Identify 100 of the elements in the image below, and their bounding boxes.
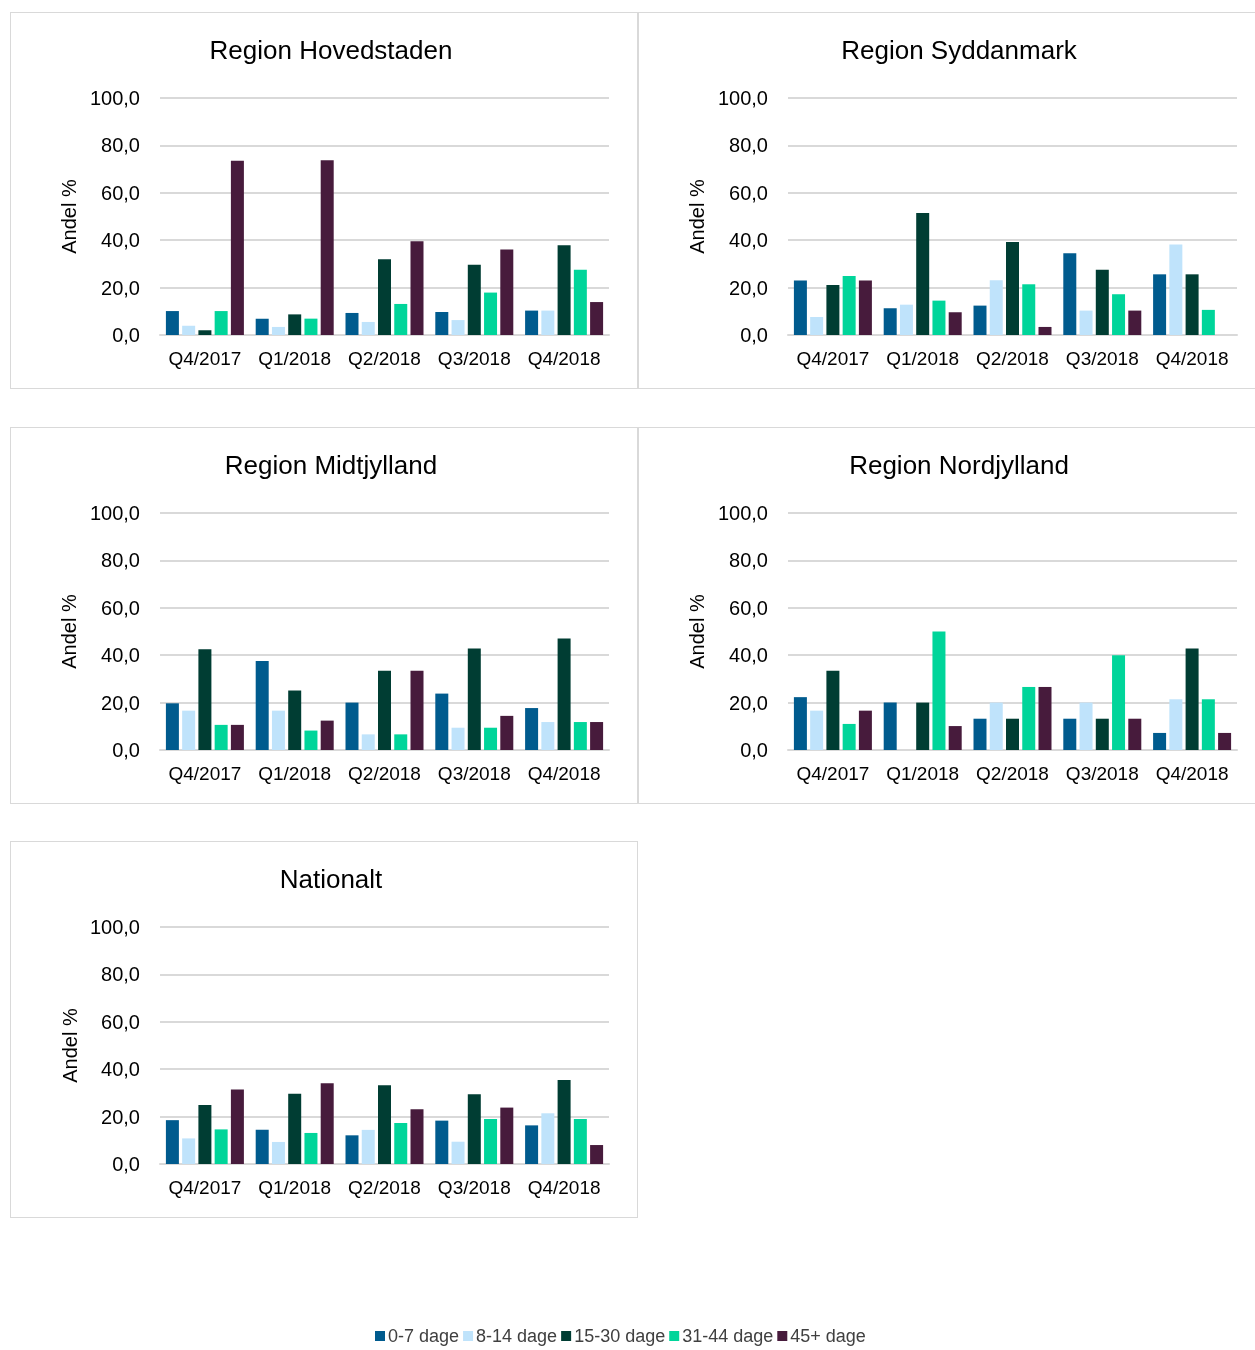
bar [304, 730, 318, 750]
bar [271, 326, 285, 335]
bar [1095, 269, 1109, 335]
x-tick-label: Q4/2018 [1155, 348, 1229, 369]
bar [451, 1141, 465, 1164]
bar [271, 710, 285, 750]
bar [590, 302, 604, 335]
y-tick-label: 40,0 [729, 229, 768, 252]
bar [858, 280, 872, 335]
bar [500, 715, 514, 750]
bar [810, 710, 824, 750]
x-tick-label: Q3/2018 [437, 763, 511, 784]
bar [484, 727, 498, 750]
bar [916, 212, 930, 335]
bar [165, 703, 179, 750]
y-tick-label: 40,0 [729, 644, 768, 667]
bar [1112, 655, 1126, 750]
y-axis-title: Andel % [59, 1008, 81, 1083]
bar [345, 1135, 359, 1164]
bar [410, 241, 424, 335]
y-tick-label: 80,0 [729, 549, 768, 572]
bar [573, 722, 587, 750]
x-tick-label: Q2/2018 [976, 763, 1049, 784]
bar [557, 245, 571, 335]
bar [435, 693, 449, 750]
bar [304, 318, 318, 335]
y-tick-label: 80,0 [101, 549, 140, 572]
bar [1153, 732, 1167, 750]
y-axis-title: Andel % [58, 179, 81, 254]
bar [842, 723, 856, 750]
bar [467, 648, 481, 750]
bar [1201, 699, 1215, 750]
bar [1038, 326, 1052, 335]
bar [793, 697, 807, 750]
bar [255, 318, 269, 335]
bar [345, 702, 359, 750]
y-tick-label: 60,0 [729, 596, 768, 619]
bar [394, 734, 408, 750]
x-tick-label: Q4/2017 [168, 348, 242, 369]
x-tick-label: Q4/2018 [527, 1177, 601, 1198]
bar [394, 303, 408, 335]
bar [1063, 718, 1077, 750]
bar [989, 280, 1003, 335]
bar [883, 702, 897, 750]
x-tick-label: Q2/2018 [348, 763, 421, 784]
x-tick-label: Q4/2017 [168, 763, 242, 784]
x-tick-label: Q1/2018 [258, 763, 332, 784]
bar [525, 708, 539, 750]
y-axis-title: Andel % [686, 179, 709, 254]
bar [320, 720, 334, 750]
bar [793, 280, 807, 335]
y-tick-label: 60,0 [729, 181, 768, 204]
bar [1079, 310, 1093, 335]
bar [590, 1145, 604, 1164]
bar [525, 310, 539, 335]
x-tick-label: Q1/2018 [258, 1177, 332, 1198]
bar [541, 1113, 555, 1164]
bar [1006, 718, 1019, 750]
legend-label: 15-30 dage [574, 1326, 666, 1346]
bar [932, 631, 946, 750]
y-axis-title: Andel % [58, 594, 81, 669]
x-tick-label: Q4/2018 [1155, 763, 1229, 784]
bar [378, 1085, 391, 1164]
chart-title: Region Nordjylland [849, 450, 1069, 480]
bar [573, 269, 587, 335]
bar [541, 722, 555, 750]
bar [916, 702, 930, 750]
bar [467, 1094, 481, 1164]
bar [410, 1109, 424, 1164]
bar [320, 1083, 334, 1164]
x-tick-label: Q3/2018 [1065, 348, 1139, 369]
y-tick-label: 20,0 [729, 691, 768, 714]
bar [948, 312, 962, 335]
x-tick-label: Q4/2018 [527, 763, 601, 784]
bar [255, 1129, 269, 1164]
bar [361, 321, 375, 335]
y-tick-label: 0,0 [740, 739, 768, 761]
y-tick-label: 0,0 [740, 324, 768, 346]
bar [410, 670, 424, 750]
bar [230, 1089, 244, 1164]
bar [304, 1132, 318, 1164]
bar [989, 702, 1003, 750]
bar [1079, 702, 1093, 750]
bar [1006, 242, 1019, 335]
bar [255, 660, 269, 750]
y-tick-label: 40,0 [101, 644, 140, 667]
y-axis-title: Andel % [686, 594, 709, 669]
bar [1128, 310, 1142, 335]
bar [198, 649, 212, 750]
bar [557, 638, 571, 750]
bar [198, 1104, 212, 1164]
bar [230, 724, 244, 750]
x-tick-label: Q3/2018 [437, 1177, 511, 1198]
bar [842, 275, 856, 335]
y-tick-label: 80,0 [101, 963, 140, 986]
bar [230, 160, 244, 335]
bar [394, 1123, 408, 1164]
bar [1038, 686, 1052, 750]
y-tick-label: 80,0 [101, 134, 140, 157]
bar [198, 330, 212, 335]
